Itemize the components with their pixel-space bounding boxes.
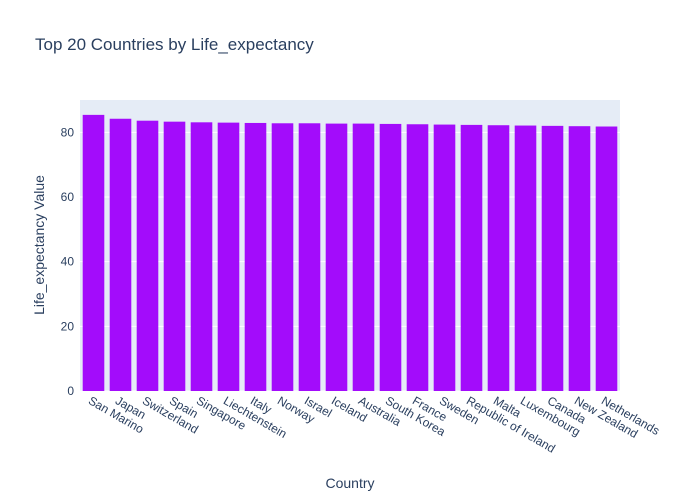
bar (325, 123, 348, 391)
x-axis-title: Country (325, 475, 374, 491)
bar (163, 121, 186, 391)
bar (109, 118, 132, 392)
x-axis-ticks: San MarinoJapanSwitzerlandSpainSingapore… (86, 393, 662, 455)
y-tick-label: 0 (67, 384, 74, 398)
bar (190, 122, 213, 391)
bar (352, 123, 375, 391)
bar (217, 122, 240, 391)
bar (595, 126, 618, 391)
plot-area (80, 100, 620, 391)
bar (541, 125, 564, 391)
bar (379, 123, 402, 391)
bar (433, 124, 456, 391)
y-tick-label: 60 (61, 190, 75, 204)
y-tick-label: 20 (61, 319, 75, 333)
bar (568, 126, 591, 391)
bar (514, 125, 537, 391)
bars (82, 114, 618, 392)
chart-title: Top 20 Countries by Life_expectancy (35, 35, 314, 54)
y-tick-label: 40 (61, 255, 75, 269)
bar (487, 125, 510, 391)
y-tick-label: 80 (61, 125, 75, 139)
y-axis-title: Life_expectancy Value (31, 175, 47, 315)
y-axis-ticks: 0 20 40 60 80 (61, 125, 75, 398)
bar (271, 123, 294, 391)
bar (460, 124, 483, 391)
bar (82, 114, 105, 391)
bar (298, 123, 321, 391)
bar (136, 120, 159, 392)
bar (244, 122, 267, 391)
bar (406, 124, 429, 391)
